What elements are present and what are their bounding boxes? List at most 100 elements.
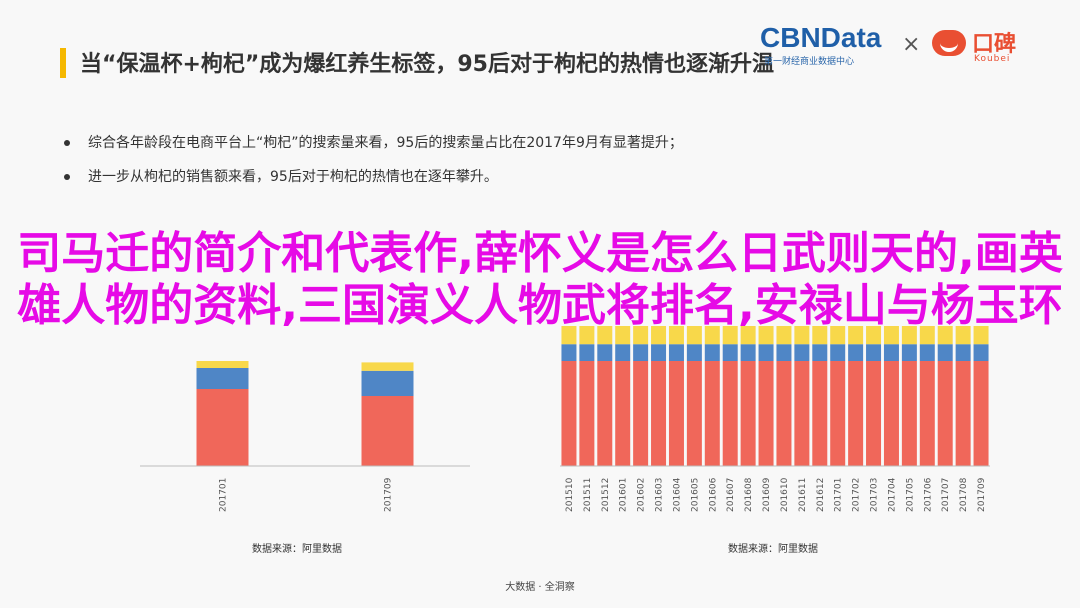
x-tick-label: 201610 — [780, 477, 790, 512]
bar-segment — [901, 361, 917, 466]
slide-title: 当“保温杯+枸杞”成为爆红养生标签，95后对于枸杞的热情也逐渐升温 — [80, 52, 774, 77]
bar-segment — [776, 326, 792, 345]
bar-segment — [597, 344, 613, 361]
bar-segment — [794, 326, 810, 345]
bar-segment — [866, 344, 882, 361]
bar-segment — [758, 326, 774, 345]
bar-segment — [740, 344, 756, 361]
bar-segment — [579, 326, 595, 345]
bar-segment — [883, 361, 899, 466]
bar-segment — [561, 361, 577, 466]
koubei-logo: 口碑 — [972, 32, 1017, 57]
bar-segment — [561, 344, 577, 361]
x-tick-label: 201701 — [219, 478, 229, 512]
bar-segment — [633, 361, 649, 466]
bar-segment — [883, 326, 899, 345]
bullet-item: 进一步从枸杞的销售额来看，95后对于枸杞的热情也在逐年攀升。 — [60, 162, 880, 196]
bar-segment — [668, 344, 684, 361]
bar-segment — [651, 361, 667, 466]
bar-segment — [937, 326, 953, 345]
x-tick-label: 201606 — [708, 477, 718, 512]
bar-segment — [668, 361, 684, 466]
bar-segment — [722, 326, 738, 345]
bar-segment — [740, 326, 756, 345]
bar-segment — [937, 361, 953, 466]
footer-text: 大数据 · 全洞察 — [505, 582, 575, 593]
bar-segment — [830, 361, 846, 466]
bar-segment — [633, 344, 649, 361]
x-tick-label: 201609 — [762, 477, 772, 512]
bar-segment — [883, 344, 899, 361]
x-tick-label: 201510 — [565, 477, 575, 512]
bar-segment — [919, 344, 935, 361]
bar-segment — [848, 344, 864, 361]
bar-segment — [937, 344, 953, 361]
bullet-dot-icon — [64, 140, 70, 146]
x-tick-label: 201601 — [619, 478, 629, 512]
bar-segment — [848, 326, 864, 345]
bar-segment — [615, 344, 631, 361]
x-tick-label: 201706 — [923, 477, 933, 512]
bullet-text: 进一步从枸杞的销售额来看，95后对于枸杞的热情也在逐年攀升。 — [88, 169, 498, 185]
x-tick-label: 201701 — [834, 478, 844, 512]
bar-segment — [866, 326, 882, 345]
bar-segment — [686, 361, 702, 466]
x-tick-label: 201602 — [637, 478, 647, 512]
bar-segment — [848, 361, 864, 466]
logo-area: CBNData 第一财经商业数据中心 × 口碑 Koubei — [760, 18, 1050, 70]
cbndata-logo-subtitle: 第一财经商业数据中心 — [764, 57, 855, 67]
bar-segment — [919, 361, 935, 466]
bullet-item: 综合各年龄段在电商平台上“枸杞”的搜索量来看，95后的搜索量占比在2017年9月… — [60, 128, 880, 162]
bullet-text: 综合各年龄段在电商平台上“枸杞”的搜索量来看，95后的搜索量占比在2017年9月… — [88, 135, 683, 151]
bar-segment — [704, 344, 720, 361]
bar-segment — [812, 361, 828, 466]
bar-segment — [955, 361, 971, 466]
bar-segment — [361, 370, 414, 396]
bar-segment — [722, 361, 738, 466]
title-accent-bar — [60, 48, 66, 78]
bar-segment — [597, 361, 613, 466]
bar-segment — [901, 326, 917, 345]
bar-segment — [361, 396, 414, 466]
bar-segment — [758, 344, 774, 361]
bar-segment — [579, 344, 595, 361]
bar-segment — [955, 344, 971, 361]
bar-segment — [776, 361, 792, 466]
bar-segment — [196, 368, 249, 389]
bar-segment — [579, 361, 595, 466]
koubei-logo-subtitle: Koubei — [974, 54, 1011, 64]
x-tick-label: 201607 — [726, 478, 736, 512]
x-tick-label: 201512 — [601, 478, 611, 512]
logo-separator: × — [902, 32, 921, 57]
bar-segment — [812, 344, 828, 361]
bar-segment — [776, 344, 792, 361]
bar-segment — [901, 344, 917, 361]
bar-segment — [794, 361, 810, 466]
x-tick-label: 201612 — [816, 478, 826, 512]
bar-segment — [704, 326, 720, 345]
bar-segment — [955, 326, 971, 345]
x-tick-label: 201704 — [887, 477, 897, 512]
koubei-logo-icon — [932, 30, 966, 56]
bar-segment — [973, 326, 989, 345]
bar-segment — [196, 361, 249, 368]
chart-1: 201701 201709 — [140, 361, 470, 512]
x-tick-label: 201511 — [583, 478, 593, 512]
bar-segment — [812, 326, 828, 345]
x-tick-label: 201604 — [672, 477, 682, 512]
bar-segment — [597, 326, 613, 345]
bar-segment — [561, 326, 577, 345]
bullet-list: 综合各年龄段在电商平台上“枸杞”的搜索量来看，95后的搜索量占比在2017年9月… — [60, 128, 880, 196]
cbndata-logo: CBNData — [760, 22, 882, 53]
bar-segment — [651, 326, 667, 345]
bar-segment — [830, 344, 846, 361]
bar-segment — [830, 326, 846, 345]
x-tick-label: 201709 — [977, 477, 987, 512]
bar-segment — [633, 326, 649, 345]
bar-segment — [866, 361, 882, 466]
x-tick-label: 201707 — [941, 478, 951, 512]
bar-segment — [196, 389, 249, 466]
bar-segment — [615, 326, 631, 345]
bar-segment — [668, 326, 684, 345]
